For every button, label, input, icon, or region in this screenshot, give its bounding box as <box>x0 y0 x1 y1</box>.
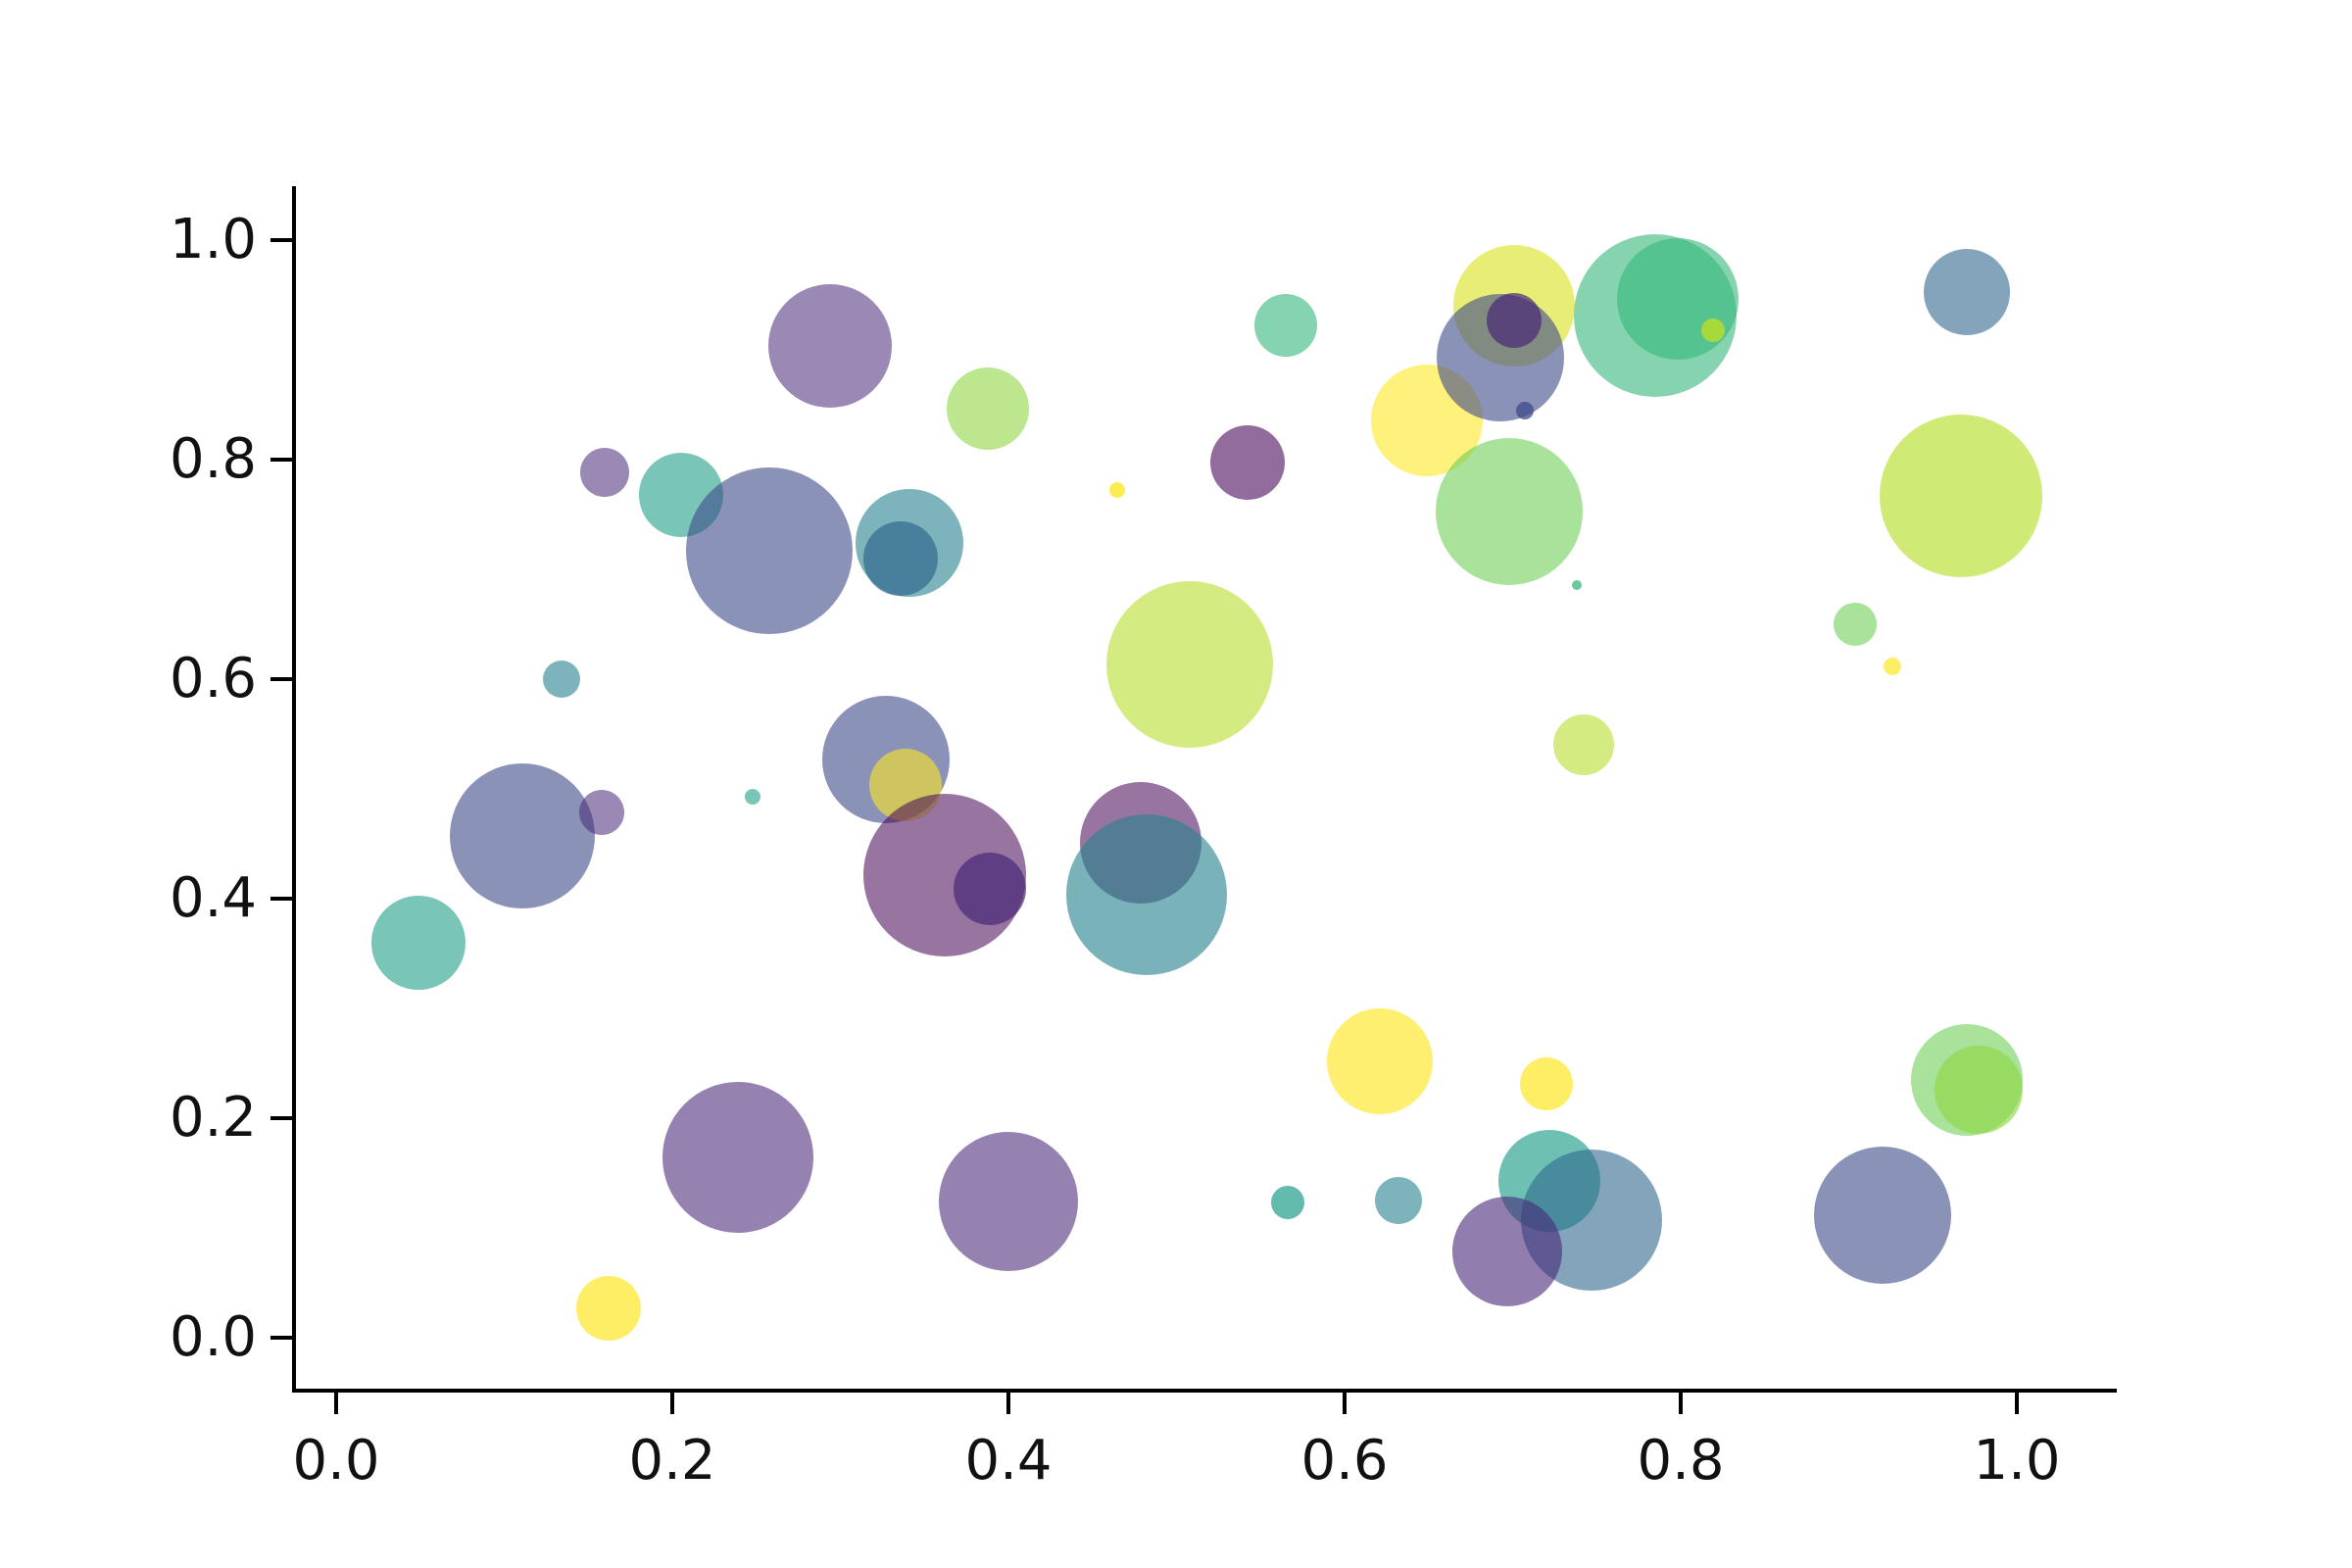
scatter-point <box>575 1275 641 1341</box>
y-tick-mark <box>270 1116 292 1120</box>
y-axis-spine <box>292 186 296 1393</box>
x-tick-mark <box>334 1393 338 1414</box>
x-tick-label: 0.4 <box>964 1429 1053 1493</box>
x-tick-label: 0.2 <box>628 1429 716 1493</box>
scatter-point <box>1270 1186 1304 1220</box>
y-tick-mark <box>270 897 292 901</box>
x-tick-mark <box>2015 1393 2019 1414</box>
x-axis-spine <box>292 1389 2117 1393</box>
scatter-point <box>578 789 624 835</box>
x-tick-label: 0.0 <box>292 1429 380 1493</box>
scatter-point <box>1571 579 1582 590</box>
scatter-point <box>1452 1196 1563 1306</box>
scatter-point <box>1106 581 1274 749</box>
scatter-point <box>1253 294 1317 358</box>
scatter-point <box>1934 1045 2023 1134</box>
x-tick-mark <box>1679 1393 1683 1414</box>
scatter-point <box>686 466 854 634</box>
y-tick-label: 0.8 <box>169 427 257 491</box>
scatter-point <box>1923 248 2010 335</box>
scatter-point <box>1813 1146 1951 1284</box>
scatter-point <box>939 1132 1078 1272</box>
scatter-point <box>1880 414 2043 577</box>
y-tick-label: 1.0 <box>169 208 257 271</box>
y-tick-mark <box>270 1336 292 1340</box>
scatter-point <box>863 520 939 596</box>
x-tick-label: 0.8 <box>1637 1429 1725 1493</box>
scatter-point <box>450 763 596 909</box>
x-tick-mark <box>670 1393 674 1414</box>
y-tick-label: 0.0 <box>169 1305 257 1369</box>
x-tick-mark <box>1006 1393 1010 1414</box>
scatter-point <box>768 283 893 408</box>
scatter-point <box>1515 401 1534 419</box>
scatter-point <box>947 368 1030 451</box>
y-tick-mark <box>270 458 292 462</box>
scatter-point <box>954 852 1027 925</box>
x-tick-label: 1.0 <box>1973 1429 2061 1493</box>
scatter-point <box>662 1082 813 1234</box>
scatter-point <box>1487 292 1543 348</box>
scatter-point <box>1884 657 1902 675</box>
y-tick-label: 0.6 <box>169 647 257 710</box>
scatter-point <box>1327 1007 1433 1114</box>
scatter-point <box>1065 813 1227 975</box>
scatter-point <box>542 661 580 698</box>
y-tick-label: 0.2 <box>169 1086 257 1150</box>
scatter-point <box>1700 318 1725 342</box>
scatter-point <box>1436 437 1584 585</box>
scatter-point <box>1109 482 1126 499</box>
scatter-point <box>1834 603 1878 646</box>
scatter-point <box>371 895 466 990</box>
y-tick-mark <box>270 677 292 681</box>
x-tick-mark <box>1343 1393 1347 1414</box>
scatter-point <box>1616 238 1739 361</box>
y-tick-label: 0.4 <box>169 866 257 930</box>
scatter-point <box>1374 1177 1422 1224</box>
scatter-point <box>745 788 761 805</box>
scatter-point <box>1552 714 1614 776</box>
scatter-point <box>580 448 630 498</box>
scatter-point <box>1519 1057 1573 1111</box>
x-tick-label: 0.6 <box>1300 1429 1389 1493</box>
y-tick-mark <box>270 238 292 242</box>
scatter-point <box>1209 425 1285 501</box>
